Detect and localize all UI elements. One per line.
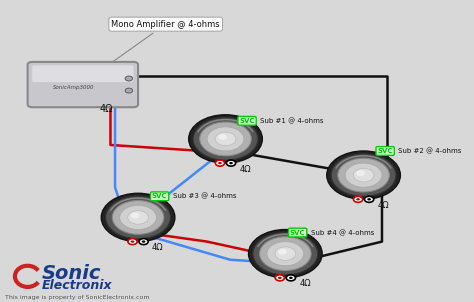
- Text: SVC: SVC: [377, 148, 393, 154]
- Text: Sub #3 @ 4-ohms: Sub #3 @ 4-ohms: [173, 193, 236, 200]
- Circle shape: [125, 88, 133, 93]
- Circle shape: [289, 277, 293, 279]
- Circle shape: [128, 211, 148, 224]
- Circle shape: [128, 239, 137, 245]
- Circle shape: [229, 162, 233, 164]
- Circle shape: [286, 275, 295, 281]
- Circle shape: [139, 239, 148, 245]
- Text: 4Ω: 4Ω: [299, 279, 311, 288]
- FancyBboxPatch shape: [27, 62, 138, 107]
- Circle shape: [125, 76, 133, 81]
- Circle shape: [215, 160, 225, 166]
- Text: Sub #4 @ 4-ohms: Sub #4 @ 4-ohms: [310, 229, 374, 236]
- Circle shape: [278, 249, 287, 255]
- Circle shape: [106, 196, 171, 239]
- Circle shape: [131, 213, 139, 218]
- Text: Sub #1 @ 4-ohms: Sub #1 @ 4-ohms: [260, 117, 324, 124]
- Text: 4Ω: 4Ω: [99, 104, 113, 114]
- Circle shape: [365, 196, 374, 202]
- Circle shape: [207, 127, 244, 151]
- Text: Sub #2 @ 4-ohms: Sub #2 @ 4-ohms: [398, 148, 462, 154]
- Text: Sonic: Sonic: [41, 264, 101, 283]
- Circle shape: [356, 198, 360, 201]
- FancyBboxPatch shape: [32, 66, 134, 82]
- Circle shape: [356, 170, 365, 176]
- Circle shape: [275, 247, 296, 260]
- Text: Mono Amplifier @ 4-ohms: Mono Amplifier @ 4-ohms: [111, 20, 220, 62]
- Text: Electronix: Electronix: [41, 279, 112, 292]
- Circle shape: [260, 237, 311, 271]
- Circle shape: [131, 240, 135, 243]
- Circle shape: [367, 198, 371, 201]
- Circle shape: [248, 230, 322, 278]
- Circle shape: [331, 154, 396, 196]
- Circle shape: [193, 118, 258, 160]
- Text: 4Ω: 4Ω: [239, 165, 251, 174]
- Circle shape: [345, 163, 382, 187]
- Circle shape: [354, 196, 363, 202]
- Text: SVC: SVC: [152, 193, 167, 199]
- Circle shape: [215, 132, 236, 146]
- Text: 4Ω: 4Ω: [152, 243, 164, 252]
- Circle shape: [338, 158, 389, 192]
- Circle shape: [227, 160, 236, 166]
- Circle shape: [112, 201, 164, 234]
- Circle shape: [253, 233, 318, 275]
- Circle shape: [353, 169, 374, 182]
- Circle shape: [142, 240, 146, 243]
- Text: SVC: SVC: [239, 118, 255, 124]
- Circle shape: [275, 275, 284, 281]
- Text: SonicAmp3000: SonicAmp3000: [53, 85, 94, 90]
- Circle shape: [278, 277, 282, 279]
- Circle shape: [119, 205, 156, 230]
- Circle shape: [200, 122, 251, 156]
- Circle shape: [218, 134, 227, 140]
- Text: This image is property of SonicElectronix.com: This image is property of SonicElectroni…: [5, 295, 149, 300]
- Circle shape: [189, 115, 262, 163]
- Circle shape: [267, 242, 304, 266]
- Circle shape: [218, 162, 222, 164]
- Text: 4Ω: 4Ω: [377, 201, 389, 210]
- Circle shape: [327, 151, 401, 199]
- Text: SVC: SVC: [290, 230, 305, 236]
- Circle shape: [101, 193, 175, 242]
